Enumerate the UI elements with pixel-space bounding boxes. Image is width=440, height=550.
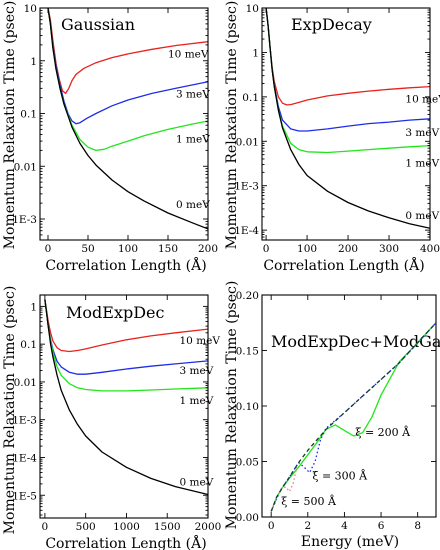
panel-gaussian: Momentum Relaxation Time (psec) Correlat… xyxy=(2,1,218,274)
panel-gaussian-series-2-label: 1 meV xyxy=(176,134,210,146)
panel-expdecay-ylabel: Momentum Relaxation Time (psec) xyxy=(224,1,240,250)
panel-modexpdec-modgauss-xtick-label: 2 xyxy=(304,520,311,532)
panel-gaussian-xtick-label: 50 xyxy=(81,243,94,255)
panel-expdecay: Momentum Relaxation Time (psec) Correlat… xyxy=(224,1,440,274)
panel-modexpdec-modgauss-ytick-label: 0.15 xyxy=(236,346,259,358)
panel-expdecay-xtick-label: 200 xyxy=(338,243,358,255)
panel-modexpdec-modgauss-series-0-label: ξ = 200 Å xyxy=(355,425,411,439)
panel-modexpdec-series-2-label: 1 meV xyxy=(180,395,214,407)
panel-gaussian-title: Gaussian xyxy=(61,15,135,34)
panel-gaussian-ylabel: Momentum Relaxation Time (psec) xyxy=(2,1,18,250)
panel-modexpdec: Momentum Relaxation Time (psec) Correlat… xyxy=(2,286,221,550)
panel-modexpdec-xtick-label: 500 xyxy=(76,521,96,533)
panel-modexpdec-modgauss-xlabel: Energy (meV) xyxy=(301,534,399,550)
panel-modexpdec-series-0-line xyxy=(44,299,208,353)
panel-modexpdec-frame xyxy=(39,294,209,519)
panel-expdecay-title: ExpDecay xyxy=(291,15,372,34)
panel-expdecay-series-2-label: 1 meV xyxy=(405,158,439,170)
panel-modexpdec-modgauss-title: ModExpDec+ModGauss xyxy=(271,332,440,351)
panel-modexpdec-xtick-label: 1000 xyxy=(113,521,140,533)
panel-modexpdec-modgauss-xtick-label: 6 xyxy=(378,520,385,532)
panel-modexpdec-xlabel: Correlation Length (Å) xyxy=(45,534,206,550)
panel-modexpdec-series-3-line xyxy=(44,299,208,496)
panel-gaussian-xtick-label: 200 xyxy=(198,243,218,255)
panel-gaussian-ytick-label: 1 xyxy=(30,56,37,68)
panel-modexpdec-modgauss-series-3-line xyxy=(270,322,436,512)
panel-modexpdec-xtick-label: 2000 xyxy=(195,521,222,533)
panel-gaussian-ytick-label: 0.01 xyxy=(14,161,37,173)
panel-modexpdec-modgauss-ytick-label: 0.05 xyxy=(236,457,259,469)
panel-expdecay-ytick-label: 10 xyxy=(246,3,259,15)
panel-expdecay-frame xyxy=(261,7,431,241)
panel-gaussian-series-1-label: 3 meV xyxy=(176,89,210,101)
panel-expdecay-ytick-label: 0.1 xyxy=(242,92,259,104)
panel-modexpdec-modgauss: Momentum Relaxation Time (psec) Energy (… xyxy=(224,281,440,550)
panel-gaussian-series-3-line xyxy=(47,8,208,230)
panel-modexpdec-modgauss-series-1-label: ξ = 300 Å xyxy=(312,468,368,482)
panel-modexpdec-modgauss-ytick-label: 0.10 xyxy=(236,401,259,413)
panel-gaussian-xtick-label: 0 xyxy=(45,243,52,255)
panel-expdecay-xtick-label: 400 xyxy=(420,243,440,255)
panel-gaussian-xlabel: Correlation Length (Å) xyxy=(45,256,206,274)
panel-modexpdec-modgauss-series-2-label: ξ = 500 Å xyxy=(281,494,337,508)
panel-expdecay-xtick-label: 100 xyxy=(297,243,317,255)
panel-gaussian-xtick-label: 100 xyxy=(118,243,138,255)
panel-expdecay-ytick-label: 1E-4 xyxy=(234,225,259,237)
panel-modexpdec-series-1-label: 3 meV xyxy=(180,365,214,377)
panel-gaussian-frame xyxy=(39,7,209,241)
panel-expdecay-series-1-label: 3 meV xyxy=(405,127,439,139)
panel-expdecay-ytick-label: 1E-3 xyxy=(234,181,259,193)
panel-modexpdec-modgauss-series-0-line xyxy=(270,322,436,512)
panel-modexpdec-modgauss-xtick-label: 4 xyxy=(341,520,348,532)
panel-modexpdec-modgauss-xtick-label: 0 xyxy=(268,520,275,532)
panel-modexpdec-xtick-label: 0 xyxy=(42,521,49,533)
panel-modexpdec-modgauss-frame xyxy=(261,294,437,518)
panel-modexpdec-modgauss-ylabel: Momentum Relaxation Time (psec) xyxy=(224,281,240,530)
panel-modexpdec-modgauss-ytick-label: 0.00 xyxy=(236,512,259,524)
panel-expdecay-xtick-label: 300 xyxy=(379,243,399,255)
panel-expdecay-series-3-line xyxy=(265,8,430,229)
panel-expdecay-ytick-label: 0.01 xyxy=(236,136,259,148)
panel-modexpdec-ytick-label: 1E-4 xyxy=(12,452,37,464)
panel-expdecay-series-3-label: 0 meV xyxy=(405,210,439,222)
panel-modexpdec-modgauss-xtick-label: 8 xyxy=(414,520,421,532)
panel-expdecay-xtick-label: 0 xyxy=(263,243,270,255)
panel-gaussian-ytick-label: 1E-3 xyxy=(12,214,37,226)
panel-gaussian-xtick-label: 150 xyxy=(158,243,178,255)
panel-modexpdec-modgauss-series-2-line xyxy=(270,466,298,512)
panel-modexpdec-modgauss-series-1-line xyxy=(270,322,436,512)
panel-gaussian-series-0-label: 10 meV xyxy=(168,49,209,61)
panel-modexpdec-ytick-label: 1 xyxy=(30,301,37,313)
panel-modexpdec-ytick-label: 1E-5 xyxy=(12,490,37,502)
panel-gaussian-series-3-label: 0 meV xyxy=(176,199,210,211)
panel-expdecay-series-0-label: 10 meV xyxy=(405,93,440,105)
panel-modexpdec-ylabel: Momentum Relaxation Time (psec) xyxy=(2,286,18,535)
panel-modexpdec-title: ModExpDec xyxy=(66,303,165,322)
panel-modexpdec-series-3-label: 0 meV xyxy=(180,477,214,489)
panel-modexpdec-modgauss-ytick-label: 0.20 xyxy=(236,290,259,302)
panel-modexpdec-xtick-label: 1500 xyxy=(154,521,181,533)
panel-gaussian-ytick-label: 0.1 xyxy=(20,109,37,121)
panel-modexpdec-ytick-label: 1E-3 xyxy=(12,415,37,427)
panel-modexpdec-series-0-label: 10 meV xyxy=(180,335,221,347)
panel-expdecay-xlabel: Correlation Length (Å) xyxy=(263,256,424,274)
panel-expdecay-ytick-label: 1 xyxy=(252,47,259,59)
panel-gaussian-ytick-label: 10 xyxy=(24,3,37,15)
panel-modexpdec-ytick-label: 0.1 xyxy=(20,339,37,351)
panel-modexpdec-ytick-label: 0.01 xyxy=(14,377,37,389)
